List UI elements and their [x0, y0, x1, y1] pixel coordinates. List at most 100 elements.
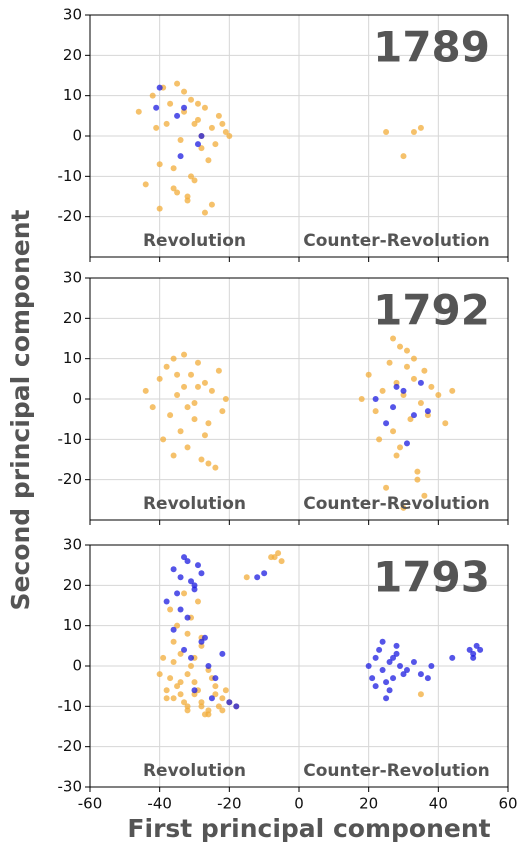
point [181, 351, 188, 358]
point [201, 104, 208, 111]
point [383, 484, 390, 491]
point [390, 654, 397, 661]
y-tick-label: 10 [63, 616, 82, 634]
point [181, 554, 188, 561]
point [400, 153, 407, 160]
point [188, 578, 195, 585]
point [184, 444, 191, 451]
plot-frame [89, 544, 509, 788]
point [191, 687, 198, 694]
point [421, 492, 428, 499]
point [177, 679, 184, 686]
point [177, 428, 184, 435]
point [393, 650, 400, 657]
point [435, 391, 442, 398]
x-tick-label: 20 [359, 795, 378, 813]
point [407, 416, 414, 423]
point [177, 606, 184, 613]
point [212, 675, 219, 682]
point [219, 707, 226, 714]
y-tick-label: -10 [58, 697, 83, 715]
point [386, 658, 393, 665]
point [181, 646, 188, 653]
point [142, 387, 149, 394]
point [191, 586, 198, 593]
point [212, 141, 219, 148]
x-tick-label: -60 [78, 795, 103, 813]
point [397, 343, 404, 350]
point [163, 598, 170, 605]
point [170, 165, 177, 172]
point [149, 92, 156, 99]
point [167, 412, 174, 419]
point [156, 205, 163, 212]
point [372, 683, 379, 690]
point [473, 642, 480, 649]
point [188, 371, 195, 378]
y-tick-label: -20 [58, 737, 83, 755]
point [188, 654, 195, 661]
panel-year: 1789 [373, 23, 490, 72]
point [174, 80, 181, 87]
point [372, 654, 379, 661]
point [184, 614, 191, 621]
point [198, 703, 205, 710]
point [201, 379, 208, 386]
point [194, 116, 201, 123]
point [205, 157, 212, 164]
x-tick-label: 40 [429, 795, 448, 813]
point [201, 432, 208, 439]
point [208, 201, 215, 208]
point [194, 383, 201, 390]
point [174, 189, 181, 196]
point [156, 161, 163, 168]
point [188, 173, 195, 180]
point [397, 663, 404, 669]
point [170, 626, 177, 633]
y-tick-label: -20 [58, 207, 83, 225]
point [219, 120, 226, 127]
point [201, 634, 208, 641]
x-tick-label: -20 [217, 795, 242, 813]
point [205, 711, 212, 718]
y-tick-label: -20 [58, 470, 83, 488]
point [184, 558, 191, 565]
panel-year: 1793 [373, 553, 490, 602]
point [194, 100, 201, 107]
x-tick-label: 0 [294, 795, 304, 813]
point [170, 638, 177, 645]
point [198, 133, 205, 139]
plot-frame [89, 277, 509, 521]
point [177, 574, 184, 581]
point [372, 396, 379, 402]
point [403, 667, 410, 674]
point [181, 88, 188, 95]
point [205, 420, 212, 427]
point [194, 141, 201, 148]
point [222, 128, 229, 135]
point [275, 550, 282, 557]
point [410, 412, 417, 419]
point [383, 695, 390, 702]
point [167, 606, 174, 613]
point [410, 128, 417, 135]
point [449, 654, 456, 661]
y-tick-label: 30 [63, 536, 82, 554]
point [191, 679, 198, 686]
point [477, 646, 484, 653]
point [243, 574, 250, 581]
point [417, 400, 424, 407]
point [198, 145, 205, 152]
point [163, 363, 170, 370]
point [226, 699, 233, 706]
point [379, 638, 386, 645]
x-tick-label: 60 [498, 795, 517, 813]
y-tick-label: 0 [72, 657, 82, 675]
point [222, 687, 229, 694]
point [376, 646, 383, 653]
point [400, 504, 407, 511]
point [163, 695, 170, 702]
point [163, 120, 170, 127]
point [414, 468, 421, 475]
point [403, 363, 410, 370]
